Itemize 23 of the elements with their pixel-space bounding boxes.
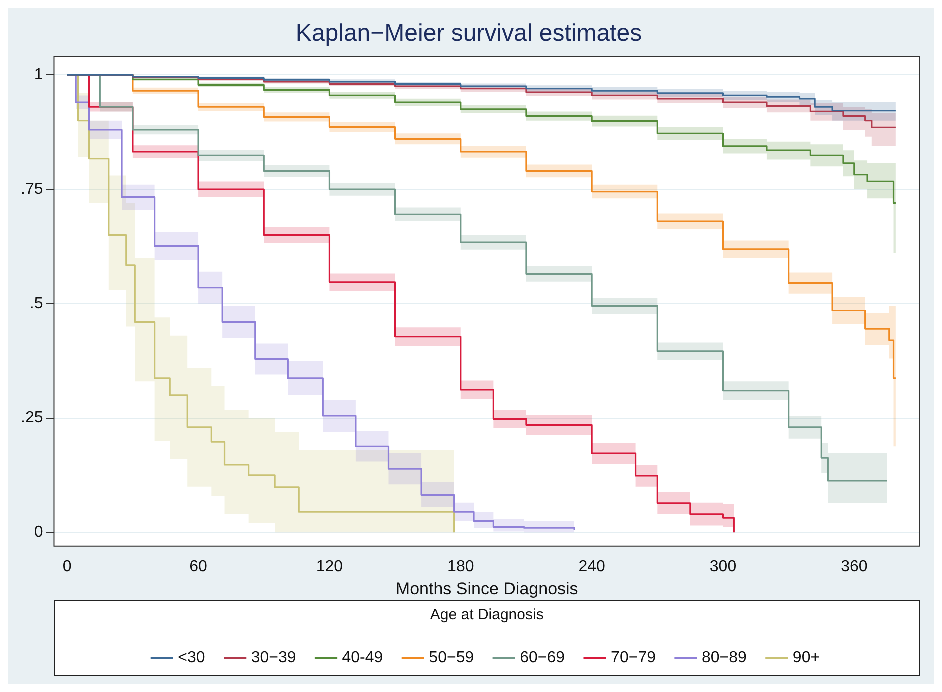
- legend-label: 60−69: [520, 649, 566, 666]
- x-tick-label: 120: [316, 558, 344, 576]
- y-tick-label: .75: [20, 180, 44, 198]
- x-tick-label: 180: [448, 558, 474, 576]
- chart-title: Kaplan−Meier survival estimates: [296, 20, 642, 48]
- y-tick-label: .5: [30, 295, 44, 312]
- legend-title: Age at Diagnosis: [430, 606, 544, 624]
- x-tick-label: 360: [841, 558, 868, 576]
- legend-label: 90+: [792, 649, 820, 666]
- x-tick-label: 240: [578, 558, 606, 576]
- legend-label: 40-49: [342, 649, 384, 666]
- x-axis-title: Months Since Diagnosis: [396, 579, 578, 598]
- y-tick-label: 1: [34, 66, 44, 84]
- legend-label: 50−59: [429, 649, 474, 666]
- legend-label: 30−39: [251, 649, 296, 666]
- legend-label: 70−79: [611, 649, 656, 666]
- x-tick-label: 300: [710, 558, 737, 576]
- x-tick-label: 0: [62, 558, 72, 576]
- y-tick-label: 0: [34, 524, 44, 542]
- y-tick-label: .25: [20, 410, 44, 427]
- legend-label: 80−89: [702, 649, 748, 666]
- legend-label: <30: [178, 649, 206, 666]
- x-tick-label: 60: [190, 558, 208, 576]
